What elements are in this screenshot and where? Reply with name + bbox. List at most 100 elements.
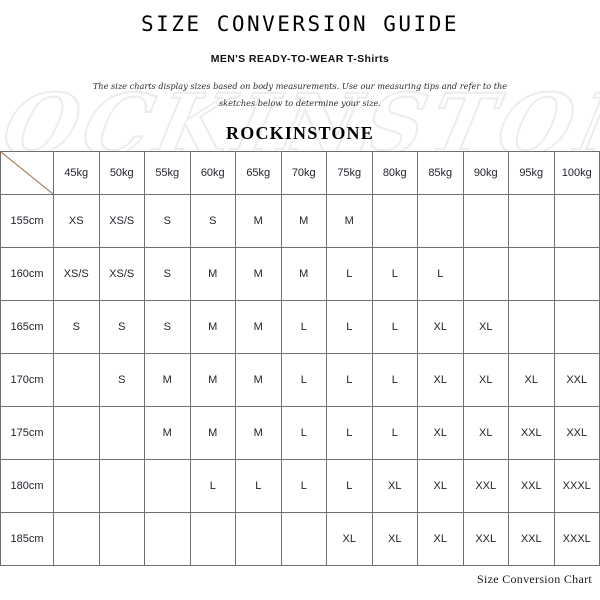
size-cell: S [189, 194, 236, 248]
table-row: 175cm M M M L L L XL XL XXL XXL [0, 406, 600, 460]
size-cell: S [144, 300, 191, 354]
row-header-height: 185cm [0, 512, 54, 566]
size-cell-empty [53, 353, 100, 407]
row-header-height: 175cm [0, 406, 54, 460]
size-cell-empty [508, 194, 555, 248]
diagonal-divider-icon [1, 152, 53, 194]
size-cell: XL [462, 406, 509, 460]
column-header-weight: 80kg [371, 151, 418, 195]
row-header-height: 170cm [0, 353, 54, 407]
size-conversion-table: 45kg 50kg 55kg 60kg 65kg 70kg 75kg 80kg 85kg 90kg… [0, 151, 600, 566]
column-header-weight: 85kg [417, 151, 464, 195]
size-cell: M [189, 300, 236, 354]
size-cell: XL [371, 459, 418, 513]
page-title: SIZE CONVERSION GUIDE [140, 12, 459, 36]
size-cell-empty [462, 194, 509, 248]
size-cell: L [371, 247, 418, 301]
size-cell: L [326, 300, 373, 354]
size-cell: XXL [508, 512, 555, 566]
table-row: 180cm L L L L XL XL XXL XXL XXXL [0, 459, 600, 513]
size-cell: M [189, 247, 236, 301]
page-subtitle: MEN'S READY-TO-WEAR T-Shirts [210, 53, 390, 65]
table-row: 185cm XL XL XL XXL XXL XXXL [0, 512, 600, 566]
column-header-weight: 75kg [326, 151, 373, 195]
size-cell: M [189, 406, 236, 460]
size-cell-empty [553, 247, 600, 301]
table-row: 160cm XS/S XS/S S M M M L L L [0, 247, 600, 301]
size-cell-empty [280, 512, 327, 566]
size-cell: XS [53, 194, 100, 248]
size-cell: L [371, 353, 418, 407]
size-cell: XL [326, 512, 373, 566]
size-cell: S [144, 247, 191, 301]
size-cell: L [280, 406, 327, 460]
size-cell-empty [53, 459, 100, 513]
column-header-weight: 100kg [553, 151, 600, 195]
row-header-height: 155cm [0, 194, 54, 248]
size-cell: S [144, 194, 191, 248]
size-cell-empty [98, 459, 145, 513]
size-cell: L [280, 459, 327, 513]
brand-name: ROCKINSTONE [226, 123, 374, 143]
size-cell: L [371, 406, 418, 460]
size-cell: XL [417, 459, 464, 513]
size-cell: XXL [462, 459, 509, 513]
size-cell: M [235, 353, 282, 407]
size-cell: L [326, 459, 373, 513]
size-cell-empty [508, 247, 555, 301]
size-cell-empty [553, 300, 600, 354]
size-cell: M [144, 406, 191, 460]
column-header-weight: 55kg [144, 151, 191, 195]
row-header-height: 160cm [0, 247, 54, 301]
size-cell: XL [417, 512, 464, 566]
size-cell: M [235, 300, 282, 354]
column-header-weight: 90kg [462, 151, 509, 195]
size-cell-empty [371, 194, 418, 248]
page-description: The size charts display sizes based on b… [92, 81, 508, 108]
size-cell-empty [53, 512, 100, 566]
chart-caption: Size Conversion Chart [477, 572, 592, 586]
size-cell-empty [462, 247, 509, 301]
table-header-row: 45kg 50kg 55kg 60kg 65kg 70kg 75kg 80kg 85kg 90kg… [0, 151, 600, 195]
table-header: 45kg 50kg 55kg 60kg 65kg 70kg 75kg 80kg 85kg 90kg… [0, 151, 600, 195]
size-cell-empty [144, 512, 191, 566]
size-cell: XL [462, 300, 509, 354]
column-header-weight: 50kg [98, 151, 145, 195]
size-cell: L [417, 247, 464, 301]
size-cell: XL [417, 406, 464, 460]
column-header-weight: 60kg [189, 151, 236, 195]
size-cell: S [98, 300, 145, 354]
size-cell: L [280, 353, 327, 407]
column-header-weight: 65kg [235, 151, 282, 195]
size-cell: M [189, 353, 236, 407]
size-cell: XL [417, 353, 464, 407]
size-cell: L [326, 353, 373, 407]
size-cell: XS/S [53, 247, 100, 301]
size-cell: XXXL [553, 512, 600, 566]
size-cell-empty [235, 512, 282, 566]
size-cell: XL [417, 300, 464, 354]
row-header-height: 180cm [0, 459, 54, 513]
size-cell: L [280, 300, 327, 354]
size-cell-empty [189, 512, 236, 566]
size-cell: XXL [462, 512, 509, 566]
size-cell: M [235, 247, 282, 301]
size-cell: M [235, 406, 282, 460]
size-cell: L [371, 300, 418, 354]
size-cell: M [326, 194, 373, 248]
size-cell-empty [144, 459, 191, 513]
column-header-weight: 70kg [280, 151, 327, 195]
size-cell-empty [98, 406, 145, 460]
size-cell: XXXL [553, 459, 600, 513]
size-cell: S [53, 300, 100, 354]
size-cell: XS/S [98, 194, 145, 248]
size-cell: L [235, 459, 282, 513]
size-cell: L [326, 406, 373, 460]
size-cell: XXL [508, 406, 555, 460]
size-chart-container: 45kg 50kg 55kg 60kg 65kg 70kg 75kg 80kg 85kg 90kg… [0, 144, 600, 566]
size-cell: XL [371, 512, 418, 566]
size-cell: M [235, 194, 282, 248]
size-cell: L [326, 247, 373, 301]
size-cell: XS/S [98, 247, 145, 301]
size-cell: M [144, 353, 191, 407]
